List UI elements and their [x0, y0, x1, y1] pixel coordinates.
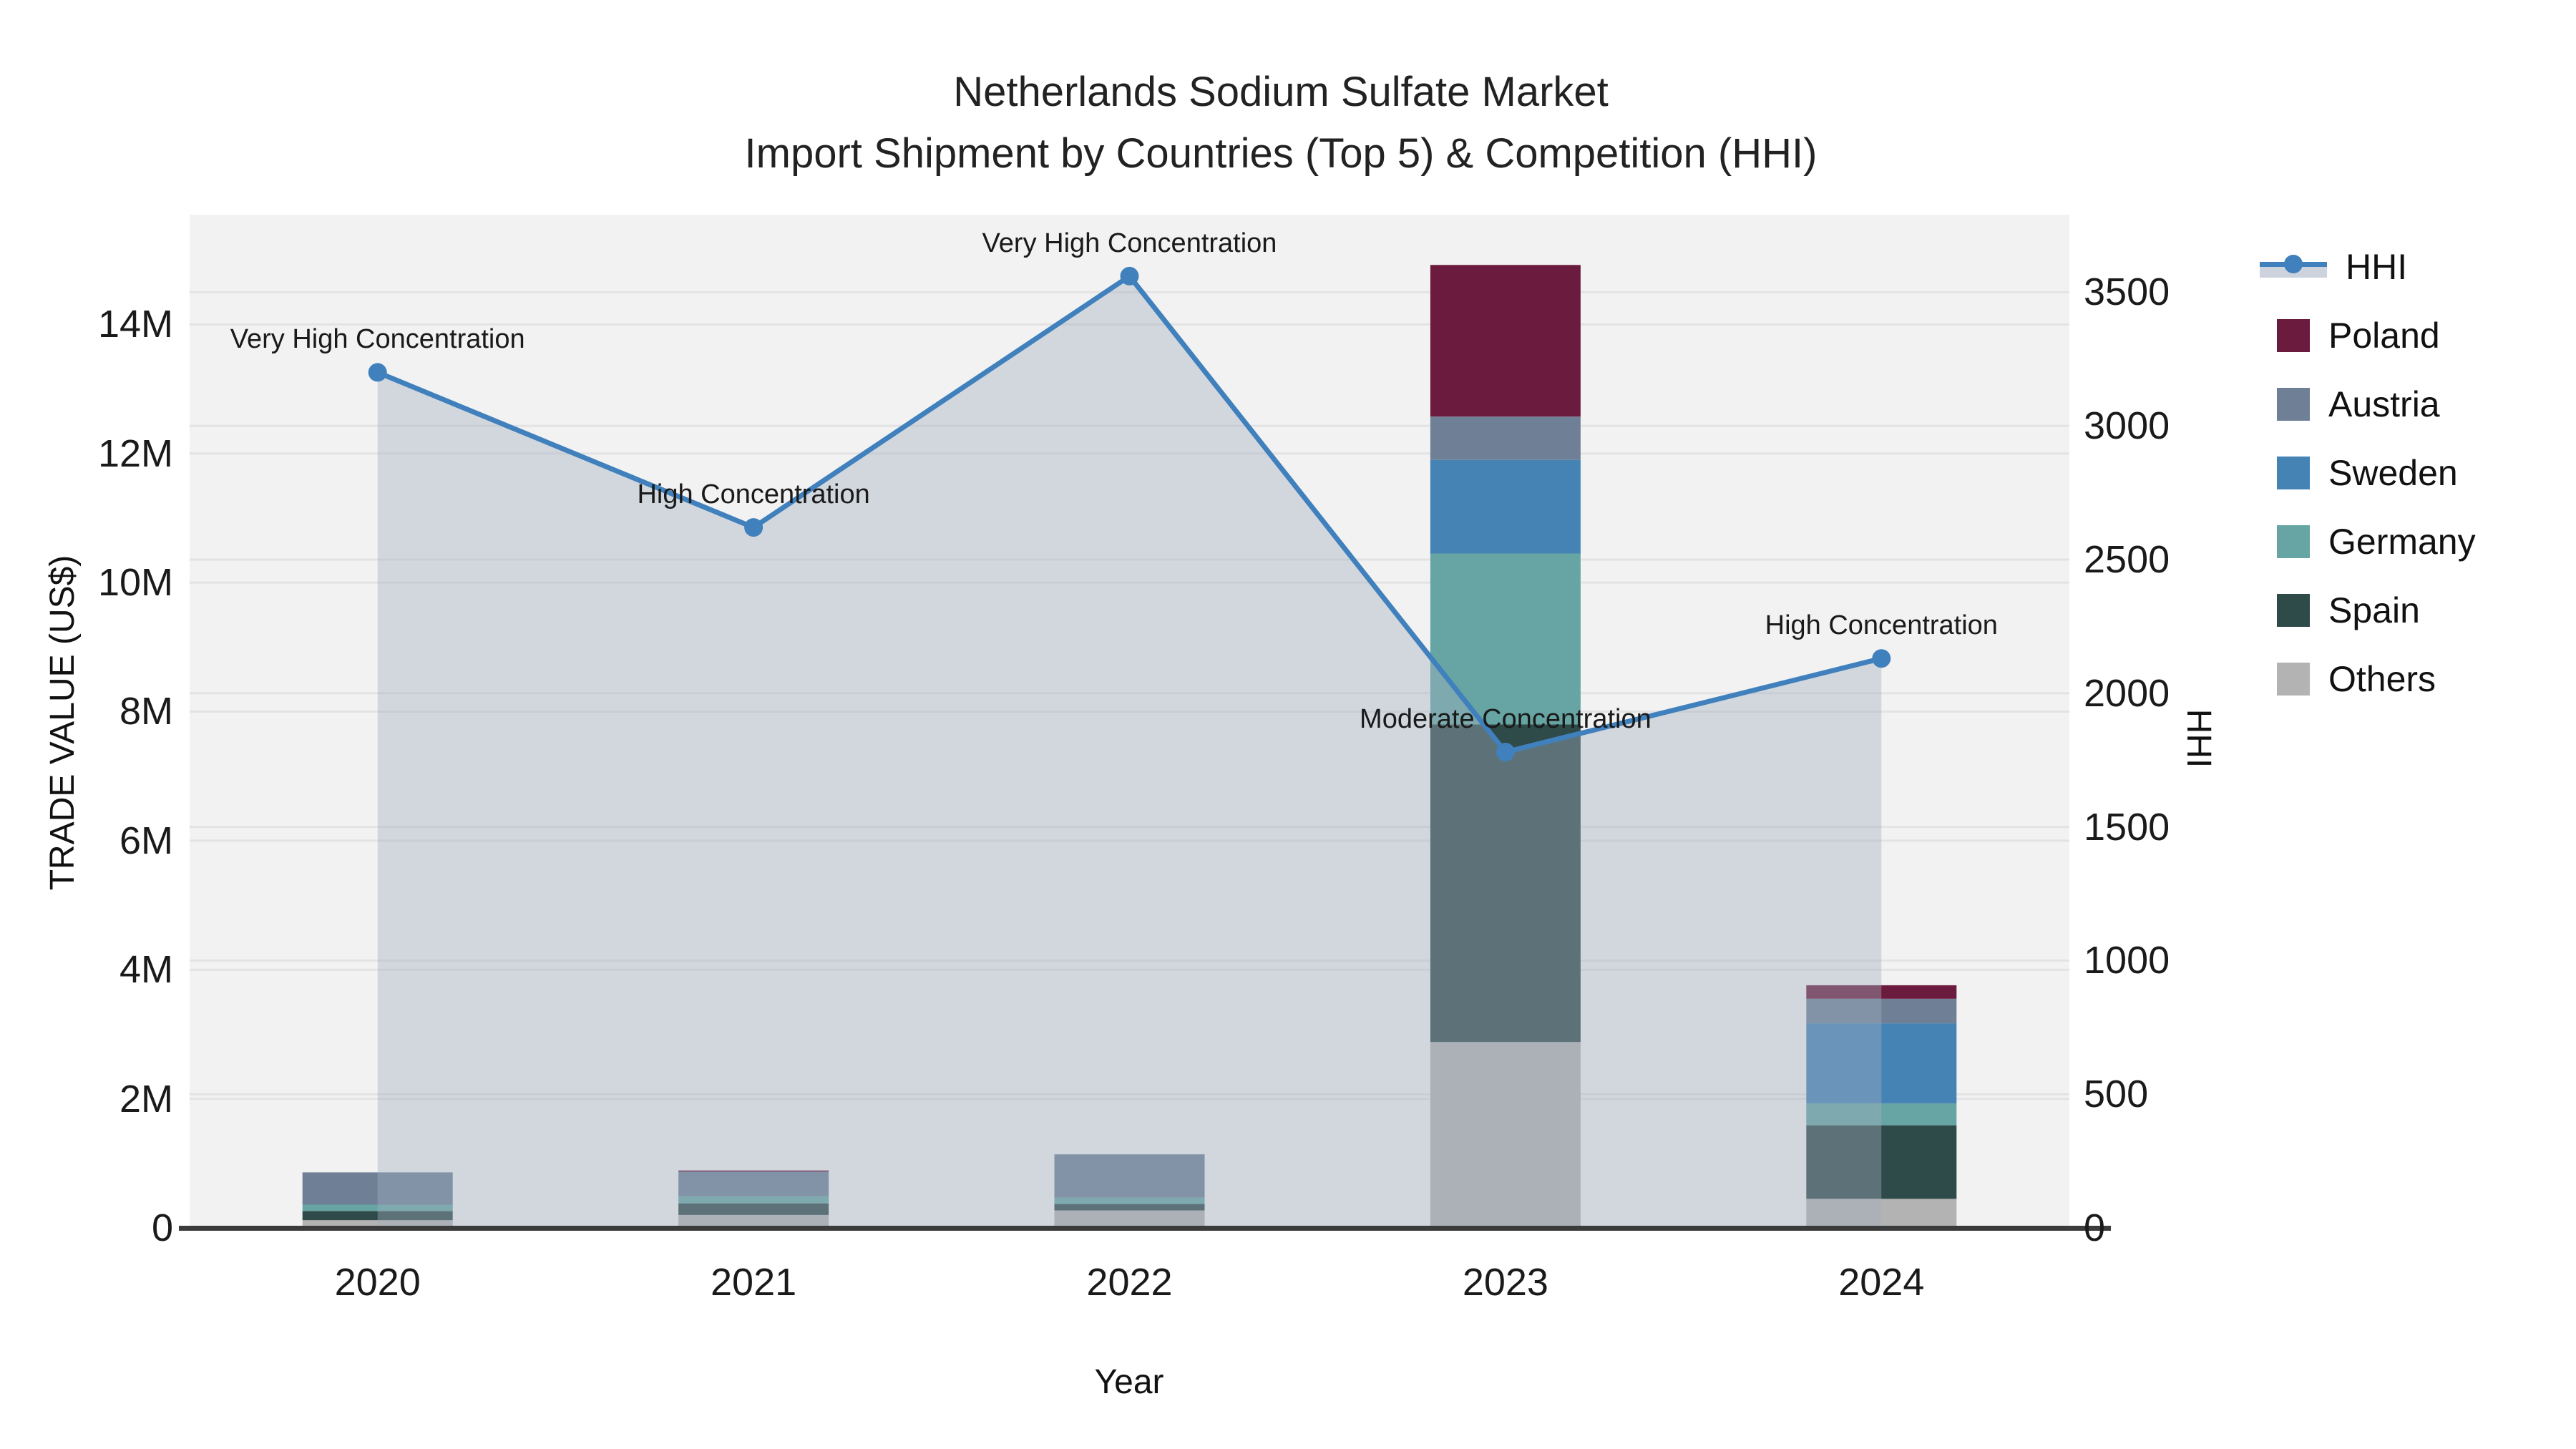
bar-segment-spain-2021	[678, 1203, 829, 1215]
y-right-tick-3500: 3500	[2084, 270, 2170, 314]
legend-swatch-germany	[2277, 525, 2310, 558]
bar-segment-sweden-2024	[1806, 1023, 1957, 1103]
legend-swatch-sweden	[2277, 457, 2310, 489]
y-left-tick-14M: 14M	[97, 303, 173, 346]
legend: HHI Poland Austria Sweden Germany Spain Others	[2260, 233, 2476, 713]
bar-segment-germany-2023	[1430, 553, 1581, 725]
x-tick-2024: 2024	[1838, 1261, 1925, 1304]
bar-segment-austria-2020	[302, 1172, 453, 1205]
x-tick-2022: 2022	[1086, 1261, 1173, 1304]
bar-segment-austria-2021	[678, 1171, 829, 1196]
y-right-tick-1000: 1000	[2084, 939, 2170, 982]
legend-label-sweden: Sweden	[2328, 453, 2458, 493]
legend-swatch-austria	[2277, 388, 2310, 421]
bar-segment-sweden-2023	[1430, 459, 1581, 554]
y-right-axis-title: HHI	[2180, 708, 2218, 769]
bar-segment-germany-2024	[1806, 1103, 1957, 1126]
legend-swatch-poland	[2277, 319, 2310, 352]
bar-segment-austria-2022	[1054, 1154, 1205, 1198]
bar-segment-austria-2024	[1806, 998, 1957, 1024]
bar-segment-others-2024	[1806, 1199, 1957, 1228]
legend-item-sweden[interactable]: Sweden	[2260, 439, 2476, 507]
bar-segment-poland-2021	[678, 1170, 829, 1172]
legend-item-austria[interactable]: Austria	[2260, 370, 2476, 439]
legend-item-germany[interactable]: Germany	[2260, 507, 2476, 576]
bar-segment-germany-2020	[302, 1204, 453, 1211]
legend-hhi-line-icon	[2260, 250, 2327, 283]
chart-title-line-1: Netherlands Sodium Sulfate Market	[953, 69, 1609, 115]
y-left-tick-2M: 2M	[119, 1077, 173, 1121]
bar-segment-germany-2022	[1054, 1197, 1205, 1204]
bar-segment-spain-2020	[302, 1211, 453, 1221]
annotation-2023: Moderate Concentration	[1360, 703, 1652, 734]
legend-item-hhi[interactable]: HHI	[2260, 233, 2476, 301]
bar-segment-others-2023	[1430, 1042, 1581, 1228]
bar-segment-germany-2021	[678, 1196, 829, 1204]
legend-item-poland[interactable]: Poland	[2260, 301, 2476, 370]
hhi-marker-2024	[1872, 649, 1891, 668]
bar-segment-austria-2023	[1430, 416, 1581, 460]
legend-label-germany: Germany	[2328, 522, 2476, 562]
legend-swatch-others	[2277, 663, 2310, 696]
x-axis-line	[179, 1226, 2111, 1231]
bar-segment-poland-2023	[1430, 265, 1581, 417]
bar-segment-others-2022	[1054, 1210, 1205, 1228]
bar-segment-spain-2024	[1806, 1125, 1957, 1199]
hhi-marker-2023	[1496, 743, 1515, 761]
x-tick-2021: 2021	[711, 1261, 797, 1304]
legend-label-spain: Spain	[2328, 590, 2420, 630]
legend-item-spain[interactable]: Spain	[2260, 576, 2476, 645]
legend-label-hhi: HHI	[2346, 247, 2408, 287]
y-right-tick-1500: 1500	[2084, 805, 2170, 849]
x-tick-2020: 2020	[334, 1261, 421, 1304]
legend-label-poland: Poland	[2328, 316, 2440, 356]
y-right-tick-2500: 2500	[2084, 537, 2170, 581]
bar-segment-others-2021	[678, 1215, 829, 1228]
annotation-2022: Very High Concentration	[982, 228, 1277, 258]
legend-label-austria: Austria	[2328, 384, 2440, 424]
legend-item-others[interactable]: Others	[2260, 645, 2476, 713]
hhi-marker-2021	[744, 518, 763, 537]
y-right-tick-500: 500	[2084, 1073, 2149, 1116]
plot-background	[190, 215, 2069, 1228]
y-right-tick-2000: 2000	[2084, 671, 2170, 715]
hhi-area	[377, 275, 1882, 1228]
annotation-2020: Very High Concentration	[230, 324, 525, 355]
y-left-tick-10M: 10M	[97, 561, 173, 605]
bar-segment-others-2020	[302, 1220, 453, 1228]
y-left-tick-4M: 4M	[119, 948, 173, 992]
y-left-tick-6M: 6M	[119, 819, 173, 862]
hhi-marker-2022	[1120, 266, 1139, 286]
y-left-tick-12M: 12M	[97, 431, 173, 475]
hhi-marker-2020	[368, 363, 387, 382]
bar-segment-spain-2023	[1430, 724, 1581, 1043]
chart-title-line-2: Import Shipment by Countries (Top 5) & C…	[744, 130, 1818, 177]
bar-segment-spain-2022	[1054, 1204, 1205, 1211]
bar-segment-poland-2024	[1806, 985, 1957, 999]
x-tick-2023: 2023	[1462, 1261, 1548, 1304]
legend-swatch-spain	[2277, 594, 2310, 627]
y-left-tick-8M: 8M	[119, 690, 173, 733]
annotation-2024: High Concentration	[1765, 610, 1998, 641]
legend-label-others: Others	[2328, 659, 2436, 699]
annotation-2021: High Concentration	[637, 479, 870, 510]
y-right-tick-0: 0	[2084, 1206, 2106, 1249]
y-left-tick-0: 0	[151, 1206, 173, 1249]
x-axis-title: Year	[1094, 1363, 1164, 1401]
y-right-tick-3000: 3000	[2084, 404, 2170, 448]
